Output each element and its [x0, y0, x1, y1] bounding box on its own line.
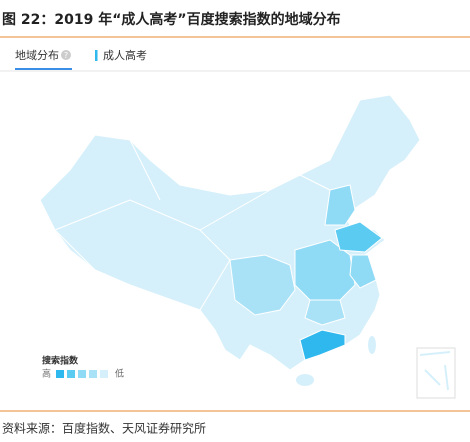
region-central: [294, 239, 356, 301]
region-hunan: [304, 299, 346, 326]
scale-swatch: [67, 370, 75, 378]
region-jiangsu: [349, 254, 377, 289]
region-shandong: [334, 221, 383, 253]
scale-swatch: [78, 370, 86, 378]
tab-underline: [15, 68, 72, 70]
scale-low: 低: [115, 368, 124, 380]
tab-active[interactable]: 地域分布: [15, 49, 59, 62]
help-mark[interactable]: ?: [64, 51, 68, 60]
scale-swatch: [100, 370, 108, 378]
region-hebei: [324, 184, 356, 226]
help-icon[interactable]: [61, 50, 71, 60]
border-north: [129, 139, 331, 231]
inset-islands: [419, 351, 451, 391]
map: [39, 94, 456, 399]
scale-swatch: [56, 370, 64, 378]
region-sichuan: [229, 254, 296, 316]
region-guangdong: [299, 329, 346, 361]
legend-label: 成人高考: [103, 48, 147, 62]
scale-high: 高: [42, 368, 51, 380]
border-west: [54, 199, 231, 311]
source-note: 资料来源：百度指数、天风证券研究所: [2, 421, 206, 436]
taiwan: [368, 336, 376, 354]
hainan: [296, 374, 314, 386]
figure-title: 图 22：2019 年“成人高考”百度搜索指数的地域分布: [2, 11, 341, 28]
scale-title: 搜索指数: [42, 355, 79, 367]
legend-swatch: [95, 50, 98, 61]
scale-swatch: [89, 370, 97, 378]
